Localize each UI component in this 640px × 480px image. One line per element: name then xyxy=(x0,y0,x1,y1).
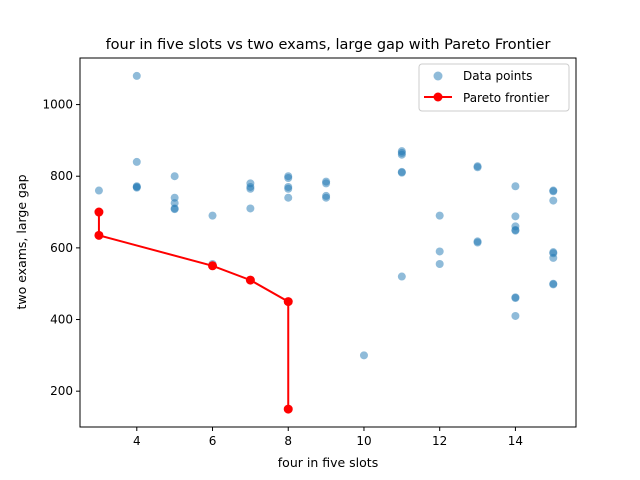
legend-line-dot xyxy=(433,92,443,102)
data-point xyxy=(511,182,520,191)
x-tick-label: 10 xyxy=(356,434,371,448)
x-axis: 4 6 8 10 12 14 xyxy=(133,427,523,448)
data-point xyxy=(473,163,482,172)
data-point xyxy=(511,311,520,320)
legend-label-pareto-frontier: Pareto frontier xyxy=(463,91,549,105)
data-point xyxy=(246,204,255,213)
data-point xyxy=(549,196,558,205)
data-point xyxy=(435,259,444,268)
data-point xyxy=(473,238,482,247)
data-point xyxy=(132,157,141,166)
x-tick-label: 6 xyxy=(209,434,217,448)
y-tick-label: 400 xyxy=(50,313,73,327)
data-point xyxy=(132,71,141,80)
pareto-point xyxy=(94,207,104,217)
y-tick-label: 200 xyxy=(50,384,73,398)
plot-frame xyxy=(79,57,577,428)
data-point xyxy=(170,205,179,214)
plot-area: 4 6 8 10 12 14 200 400 600 800 1000 xyxy=(42,57,577,448)
legend-scatter-marker xyxy=(433,71,443,81)
pareto-frontier-line xyxy=(97,212,290,410)
y-axis: 200 400 600 800 1000 xyxy=(42,98,80,398)
data-point xyxy=(397,272,406,281)
y-axis-label: two exams, large gap xyxy=(14,174,29,309)
scatter-points xyxy=(94,71,558,414)
pareto-point xyxy=(245,275,255,285)
data-point xyxy=(284,184,293,193)
data-point xyxy=(246,184,255,193)
pareto-point xyxy=(94,230,104,240)
pareto-point xyxy=(283,404,293,414)
pareto-point xyxy=(208,261,218,271)
data-point xyxy=(359,351,368,360)
data-point xyxy=(511,226,520,235)
data-point xyxy=(284,193,293,202)
data-point xyxy=(549,253,558,262)
data-point xyxy=(549,187,558,196)
data-point xyxy=(208,211,217,220)
x-tick-label: 12 xyxy=(432,434,447,448)
data-point xyxy=(435,247,444,256)
x-tick-label: 4 xyxy=(133,434,141,448)
legend-label-data-points: Data points xyxy=(463,69,532,83)
legend: Data points Pareto frontier xyxy=(418,63,570,112)
chart-title: four in five slots vs two exams, large g… xyxy=(106,37,551,53)
data-point xyxy=(132,182,141,191)
data-point xyxy=(397,168,406,177)
y-tick-label: 1000 xyxy=(42,98,73,112)
data-point xyxy=(170,172,179,181)
x-tick-label: 14 xyxy=(508,434,523,448)
pareto-frontier xyxy=(94,207,293,414)
legend-box xyxy=(418,63,570,112)
data-point xyxy=(322,193,331,202)
data-point xyxy=(94,186,103,195)
data-point xyxy=(435,211,444,220)
data-point xyxy=(284,174,293,183)
x-tick-label: 8 xyxy=(284,434,292,448)
y-tick-label: 800 xyxy=(50,169,73,183)
data-point xyxy=(511,294,520,303)
y-tick-label: 600 xyxy=(50,241,73,255)
data-point xyxy=(549,280,558,289)
pareto-point xyxy=(283,297,293,307)
x-axis-label: four in five slots xyxy=(278,455,378,470)
data-point xyxy=(397,150,406,159)
data-point xyxy=(322,179,331,188)
data-point xyxy=(511,212,520,221)
